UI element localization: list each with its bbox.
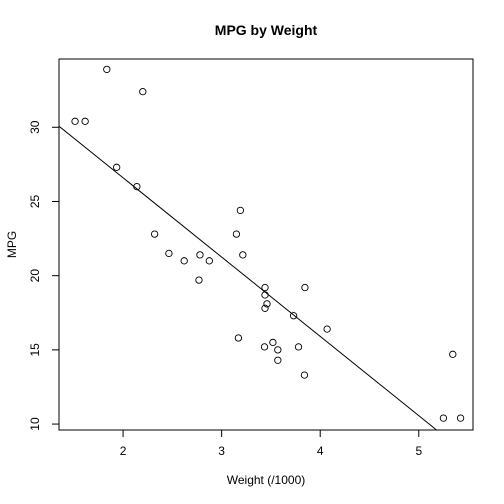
data-point [103,65,111,74]
y-axis-label: MPG [5,231,19,258]
data-point [239,251,247,259]
data-point [165,249,173,258]
data-point [261,304,269,312]
data-point [263,300,271,308]
x-axis: 2 3 4 5 [120,429,422,458]
data-point [232,230,241,238]
data-point [439,414,448,422]
data-point [449,350,457,358]
data-point [261,291,269,299]
x-tick-label: 4 [317,444,324,458]
data-point [195,276,203,284]
data-point [71,117,79,125]
data-point [205,257,213,265]
y-tick-label: 30 [28,120,42,134]
data-point [289,312,298,320]
data-points-layer [71,65,465,422]
data-point [180,257,188,265]
chart-title: MPG by Weight [215,22,318,38]
y-tick-label: 15 [28,343,42,357]
data-point [196,251,204,259]
data-point [234,334,243,342]
data-point [274,356,282,364]
data-point [150,230,159,238]
y-tick-label: 20 [28,269,42,283]
data-point [260,343,269,351]
plot-frame [58,58,474,431]
data-point [294,343,303,351]
x-tick-label: 5 [415,444,422,458]
y-tick-label: 10 [28,417,42,431]
data-point [81,117,89,125]
data-point [456,414,465,422]
y-tick-label: 25 [28,194,42,208]
data-point [236,206,245,215]
data-point [139,87,147,96]
y-axis: 10 15 20 25 30 [28,120,60,431]
data-point [261,283,269,292]
data-point [274,346,282,354]
data-point [301,283,309,292]
data-point [133,182,141,191]
regression-line [58,125,437,431]
data-point [323,325,331,333]
x-tick-label: 2 [120,444,127,458]
x-axis-label: Weight (/1000) [227,473,306,487]
data-point [269,338,277,347]
regression-line-layer [58,125,437,431]
x-tick-label: 3 [218,444,225,458]
data-point [300,371,309,379]
data-point [113,163,121,171]
